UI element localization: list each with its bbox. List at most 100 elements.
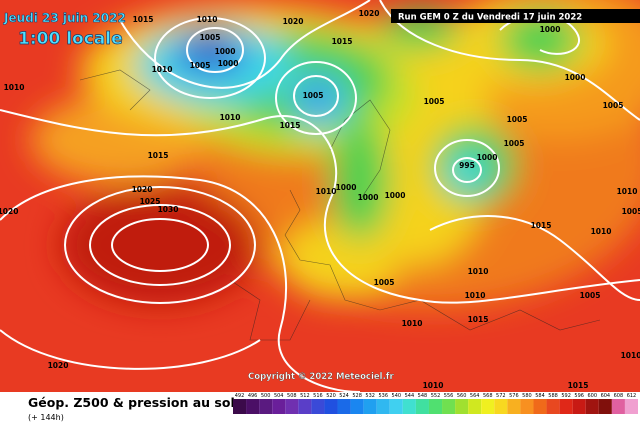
isobar-label: 1005 bbox=[507, 115, 528, 124]
isobar-label: 1010 bbox=[591, 227, 612, 236]
isobar-label: 1020 bbox=[0, 207, 18, 216]
scale-label: 564 bbox=[470, 393, 480, 399]
scale-label: 524 bbox=[339, 393, 349, 399]
isobar-label: 1000 bbox=[565, 73, 586, 82]
copyright: Copyright © 2022 Meteociel.fr bbox=[248, 372, 394, 382]
scale-label: 500 bbox=[261, 393, 271, 399]
isobar-label: 1000 bbox=[385, 191, 406, 200]
scale-label: 556 bbox=[444, 393, 454, 399]
scale-swatch bbox=[455, 399, 469, 414]
scale-swatch bbox=[246, 399, 260, 414]
coastlines bbox=[79, 69, 601, 341]
isobar-label: 1000 bbox=[218, 59, 239, 68]
isobar-label: 1000 bbox=[477, 153, 498, 162]
scale-label: 608 bbox=[614, 393, 624, 399]
isobar-label: 1010 bbox=[468, 267, 489, 276]
isobar-label: 1010 bbox=[402, 319, 423, 328]
scale-label: 512 bbox=[300, 393, 310, 399]
isobar-label: 1000 bbox=[215, 47, 236, 56]
scale-swatch bbox=[507, 399, 521, 414]
isobar-label: 1005 bbox=[622, 207, 640, 216]
isobar-label: 1015 bbox=[332, 37, 353, 46]
scale-swatch bbox=[520, 399, 534, 414]
isobar-label: 1010 bbox=[465, 291, 486, 300]
scale-swatch bbox=[585, 399, 599, 414]
isobar-label: 1010 bbox=[316, 187, 337, 196]
footer-lead: (+ 144h) bbox=[28, 413, 64, 422]
scale-label: 532 bbox=[365, 393, 375, 399]
scale-swatch bbox=[468, 399, 482, 414]
isobar-label: 1005 bbox=[504, 139, 525, 148]
isobar-label: 1015 bbox=[568, 381, 589, 390]
scale-swatch bbox=[559, 399, 573, 414]
scale-label: 516 bbox=[313, 393, 323, 399]
scale-swatch bbox=[572, 399, 586, 414]
isobar-label: 1015 bbox=[148, 151, 169, 160]
scale-swatch bbox=[533, 399, 547, 414]
isobar-label: 1020 bbox=[359, 9, 380, 18]
scale-label: 588 bbox=[548, 393, 558, 399]
scale-label: 580 bbox=[522, 393, 532, 399]
isobar-label: 1005 bbox=[303, 91, 324, 100]
scale-label: 492 bbox=[235, 393, 245, 399]
scale-swatch bbox=[311, 399, 325, 414]
scale-label: 528 bbox=[352, 393, 362, 399]
isobar-label: 1015 bbox=[531, 221, 552, 230]
isobar-label: 1020 bbox=[283, 17, 304, 26]
isobar-label: 1010 bbox=[621, 351, 640, 360]
isobar-label: 1005 bbox=[200, 33, 221, 42]
scale-swatch bbox=[611, 399, 625, 414]
forecast-time: 1:00 locale bbox=[18, 29, 123, 49]
scale-swatch bbox=[598, 399, 612, 414]
isobar-label: 1015 bbox=[133, 15, 154, 24]
scale-swatch bbox=[389, 399, 403, 414]
isobar-label: 1010 bbox=[423, 381, 444, 390]
scale-label: 592 bbox=[561, 393, 571, 399]
isobar-label: 1015 bbox=[468, 315, 489, 324]
isobar-label: 995 bbox=[459, 161, 475, 170]
scale-swatch bbox=[259, 399, 273, 414]
scale-label: 612 bbox=[627, 393, 637, 399]
isobar-label: 1030 bbox=[158, 205, 179, 214]
scale-label: 540 bbox=[392, 393, 402, 399]
scale-swatch bbox=[376, 399, 390, 414]
isobar-label: 1020 bbox=[48, 361, 69, 370]
run-banner bbox=[391, 9, 640, 23]
scale-label: 604 bbox=[601, 393, 611, 399]
scale-label: 536 bbox=[378, 393, 388, 399]
isobar-label: 1000 bbox=[358, 193, 379, 202]
scale-swatch bbox=[624, 399, 638, 414]
isobar-label: 1025 bbox=[140, 197, 161, 206]
scale-label: 596 bbox=[574, 393, 584, 399]
scale-label: 584 bbox=[535, 393, 545, 399]
scale-label: 576 bbox=[509, 393, 519, 399]
scale-label: 552 bbox=[431, 393, 441, 399]
isobar-label: 1010 bbox=[152, 65, 173, 74]
isobar-label: 1000 bbox=[540, 25, 561, 34]
scale-swatch bbox=[337, 399, 351, 414]
isobar-label: 1005 bbox=[580, 291, 601, 300]
isobar-label: 1010 bbox=[220, 113, 241, 122]
scale-label: 568 bbox=[483, 393, 493, 399]
isobar-label: 1005 bbox=[424, 97, 445, 106]
forecast-date: Jeudi 23 juin 2022 bbox=[3, 11, 126, 25]
isobar-label: 1010 bbox=[617, 187, 638, 196]
scale-label: 508 bbox=[287, 393, 297, 399]
scale-swatch bbox=[363, 399, 377, 414]
scale-swatch bbox=[233, 399, 247, 414]
isobar-label: 1005 bbox=[603, 101, 624, 110]
scale-swatch bbox=[350, 399, 364, 414]
scale-label: 496 bbox=[248, 393, 258, 399]
scale-swatch bbox=[285, 399, 299, 414]
isobar-label: 1000 bbox=[336, 183, 357, 192]
scale-label: 572 bbox=[496, 393, 506, 399]
isobar-label: 1010 bbox=[197, 15, 218, 24]
scale-label: 504 bbox=[274, 393, 284, 399]
scale-label: 544 bbox=[405, 393, 415, 399]
scale-label: 600 bbox=[588, 393, 598, 399]
scale-label: 560 bbox=[457, 393, 467, 399]
isobar-label: 1010 bbox=[4, 83, 25, 92]
scale-swatch bbox=[415, 399, 429, 414]
